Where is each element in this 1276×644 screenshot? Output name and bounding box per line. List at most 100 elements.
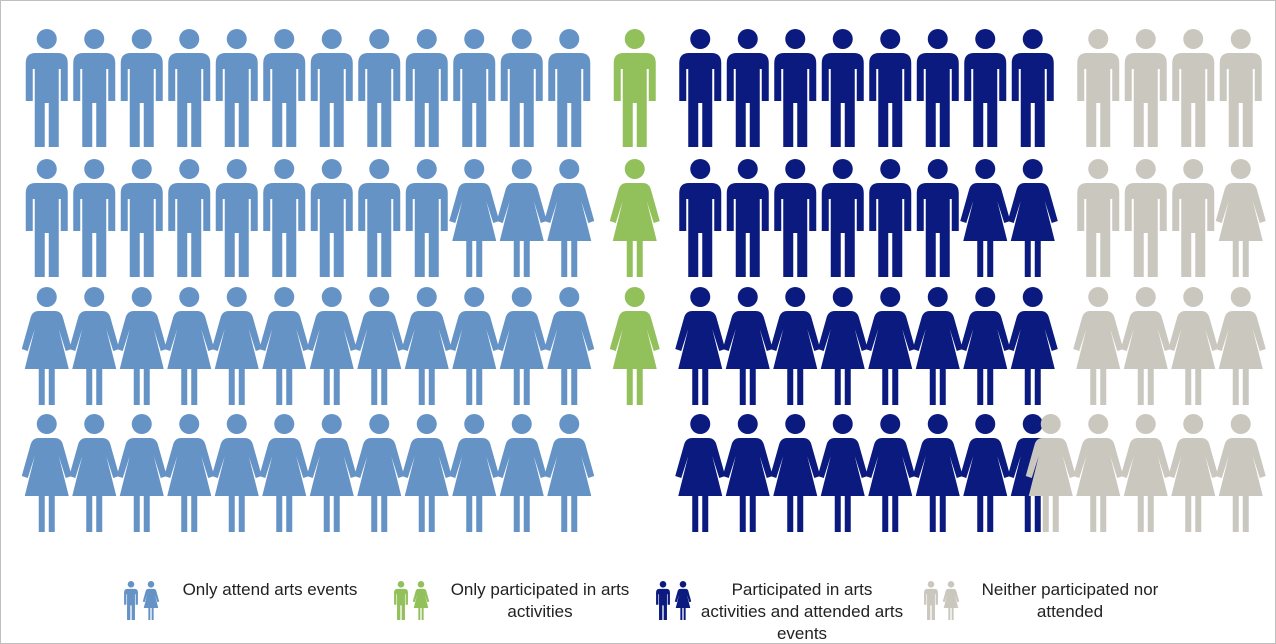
woman-icon	[496, 159, 547, 277]
woman-icon	[116, 287, 167, 405]
head	[947, 581, 955, 588]
head	[226, 29, 247, 49]
head	[417, 581, 425, 588]
man-icon	[73, 159, 116, 277]
man-icon	[964, 29, 1007, 147]
body	[168, 183, 211, 277]
head	[416, 29, 437, 49]
head	[559, 287, 580, 307]
man-icon	[1219, 29, 1262, 147]
body	[401, 438, 452, 532]
head	[785, 159, 806, 179]
head	[737, 159, 758, 179]
man-icon	[1172, 29, 1215, 147]
body	[675, 438, 726, 532]
body	[405, 183, 448, 277]
head	[1022, 159, 1043, 179]
head	[832, 287, 853, 307]
head	[36, 287, 57, 307]
body	[215, 183, 258, 277]
head	[785, 414, 806, 434]
head	[690, 29, 711, 49]
category-group	[21, 29, 595, 532]
head	[369, 29, 390, 49]
head	[785, 29, 806, 49]
head	[84, 414, 105, 434]
head	[179, 29, 200, 49]
head	[36, 159, 57, 179]
body	[354, 438, 405, 532]
head	[226, 159, 247, 179]
body	[817, 438, 868, 532]
woman-icon	[412, 581, 430, 620]
body	[496, 311, 547, 405]
head	[1183, 29, 1204, 49]
head	[624, 29, 645, 49]
body	[1025, 438, 1076, 532]
man-icon	[924, 581, 938, 620]
woman-icon	[496, 287, 547, 405]
woman-icon	[1007, 159, 1058, 277]
head	[1022, 287, 1043, 307]
man-icon	[394, 581, 408, 620]
body	[1215, 438, 1266, 532]
woman-icon	[770, 414, 821, 532]
body	[960, 183, 1011, 277]
body	[500, 53, 543, 147]
body	[609, 183, 660, 277]
body	[770, 438, 821, 532]
head	[880, 414, 901, 434]
woman-icon	[912, 414, 963, 532]
category-group	[1025, 29, 1266, 532]
head	[131, 287, 152, 307]
body	[1120, 438, 1171, 532]
head	[1022, 29, 1043, 49]
woman-icon	[674, 581, 692, 620]
woman-icon	[770, 287, 821, 405]
man-icon	[916, 29, 959, 147]
body	[1172, 183, 1215, 277]
man-icon	[263, 159, 306, 277]
head	[179, 159, 200, 179]
head	[927, 159, 948, 179]
woman-icon	[1073, 287, 1124, 405]
head	[1040, 414, 1061, 434]
body	[1124, 53, 1167, 147]
body	[544, 438, 595, 532]
man-icon	[25, 159, 68, 277]
head	[975, 414, 996, 434]
head	[927, 581, 935, 588]
body	[960, 438, 1011, 532]
woman-icon	[449, 414, 500, 532]
body	[1168, 438, 1219, 532]
woman-icon	[354, 414, 405, 532]
woman-icon	[544, 414, 595, 532]
woman-icon	[401, 287, 452, 405]
body	[354, 311, 405, 405]
woman-icon	[722, 287, 773, 405]
head	[511, 159, 532, 179]
head	[397, 581, 405, 588]
body	[306, 438, 357, 532]
body	[73, 183, 116, 277]
head	[559, 29, 580, 49]
body	[306, 311, 357, 405]
head	[1088, 414, 1109, 434]
man-icon	[124, 581, 138, 620]
head	[559, 414, 580, 434]
woman-icon	[912, 287, 963, 405]
woman-icon	[164, 287, 215, 405]
man-icon	[25, 29, 68, 147]
head	[1135, 29, 1156, 49]
man-icon	[1124, 159, 1167, 277]
man-icon	[774, 29, 817, 147]
woman-icon	[960, 287, 1011, 405]
man-icon	[453, 29, 496, 147]
man-icon	[613, 29, 656, 147]
body	[124, 588, 138, 620]
body	[942, 588, 960, 620]
head	[1135, 159, 1156, 179]
woman-icon	[449, 159, 500, 277]
body	[263, 183, 306, 277]
man-icon	[1011, 29, 1054, 147]
